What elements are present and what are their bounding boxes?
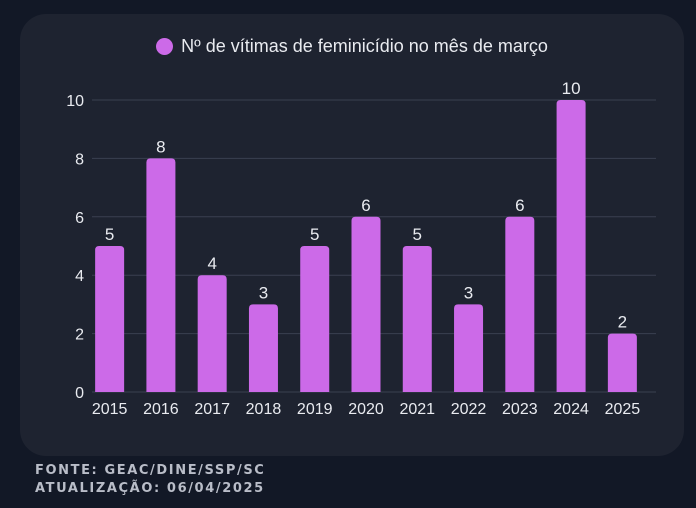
data-label: 5 bbox=[105, 225, 114, 244]
legend-swatch bbox=[156, 38, 174, 55]
y-tick-label: 2 bbox=[75, 327, 84, 344]
legend: Nº de vítimas de feminicídio no mês de m… bbox=[20, 36, 684, 57]
bar bbox=[402, 246, 432, 392]
bar bbox=[454, 304, 484, 392]
x-tick-label: 2016 bbox=[143, 401, 179, 418]
bar bbox=[556, 100, 586, 392]
bar bbox=[146, 158, 176, 392]
y-tick-label: 0 bbox=[75, 385, 84, 402]
update-note: ATUALIZAÇÃO: 06/04/2025 bbox=[35, 481, 265, 496]
x-tick-label: 2023 bbox=[502, 401, 538, 418]
bar bbox=[505, 216, 535, 392]
bar bbox=[300, 246, 330, 392]
source-note: FONTE: GEAC/DINE/SSP/SC bbox=[35, 463, 266, 478]
data-label: 6 bbox=[361, 196, 370, 215]
data-label: 3 bbox=[464, 283, 473, 302]
data-label: 10 bbox=[562, 79, 581, 98]
x-tick-label: 2024 bbox=[553, 401, 589, 418]
bar bbox=[351, 216, 381, 392]
data-label: 3 bbox=[259, 283, 268, 302]
data-label: 6 bbox=[515, 196, 524, 215]
bar bbox=[95, 246, 125, 392]
data-label: 8 bbox=[156, 137, 165, 156]
y-tick-label: 6 bbox=[75, 210, 84, 227]
footer: FONTE: GEAC/DINE/SSP/SC ATUALIZAÇÃO: 06/… bbox=[35, 462, 265, 498]
x-tick-label: 2015 bbox=[92, 401, 128, 418]
x-tick-label: 2018 bbox=[246, 401, 282, 418]
x-tick-label: 2019 bbox=[297, 401, 333, 418]
legend-label: Nº de vítimas de feminicídio no mês de m… bbox=[181, 36, 548, 56]
bar bbox=[248, 304, 278, 392]
x-tick-label: 2025 bbox=[605, 401, 641, 418]
x-tick-label: 2022 bbox=[451, 401, 487, 418]
x-tick-label: 2020 bbox=[348, 401, 384, 418]
x-tick-label: 2021 bbox=[399, 401, 435, 418]
data-label: 4 bbox=[207, 254, 216, 273]
y-tick-label: 4 bbox=[75, 268, 84, 285]
data-label: 2 bbox=[618, 313, 627, 332]
x-tick-label: 2017 bbox=[194, 401, 230, 418]
y-tick-label: 10 bbox=[66, 93, 84, 110]
bar bbox=[197, 275, 227, 392]
bar bbox=[607, 333, 637, 392]
data-label: 5 bbox=[413, 225, 422, 244]
data-label: 5 bbox=[310, 225, 319, 244]
y-tick-label: 8 bbox=[75, 151, 84, 168]
